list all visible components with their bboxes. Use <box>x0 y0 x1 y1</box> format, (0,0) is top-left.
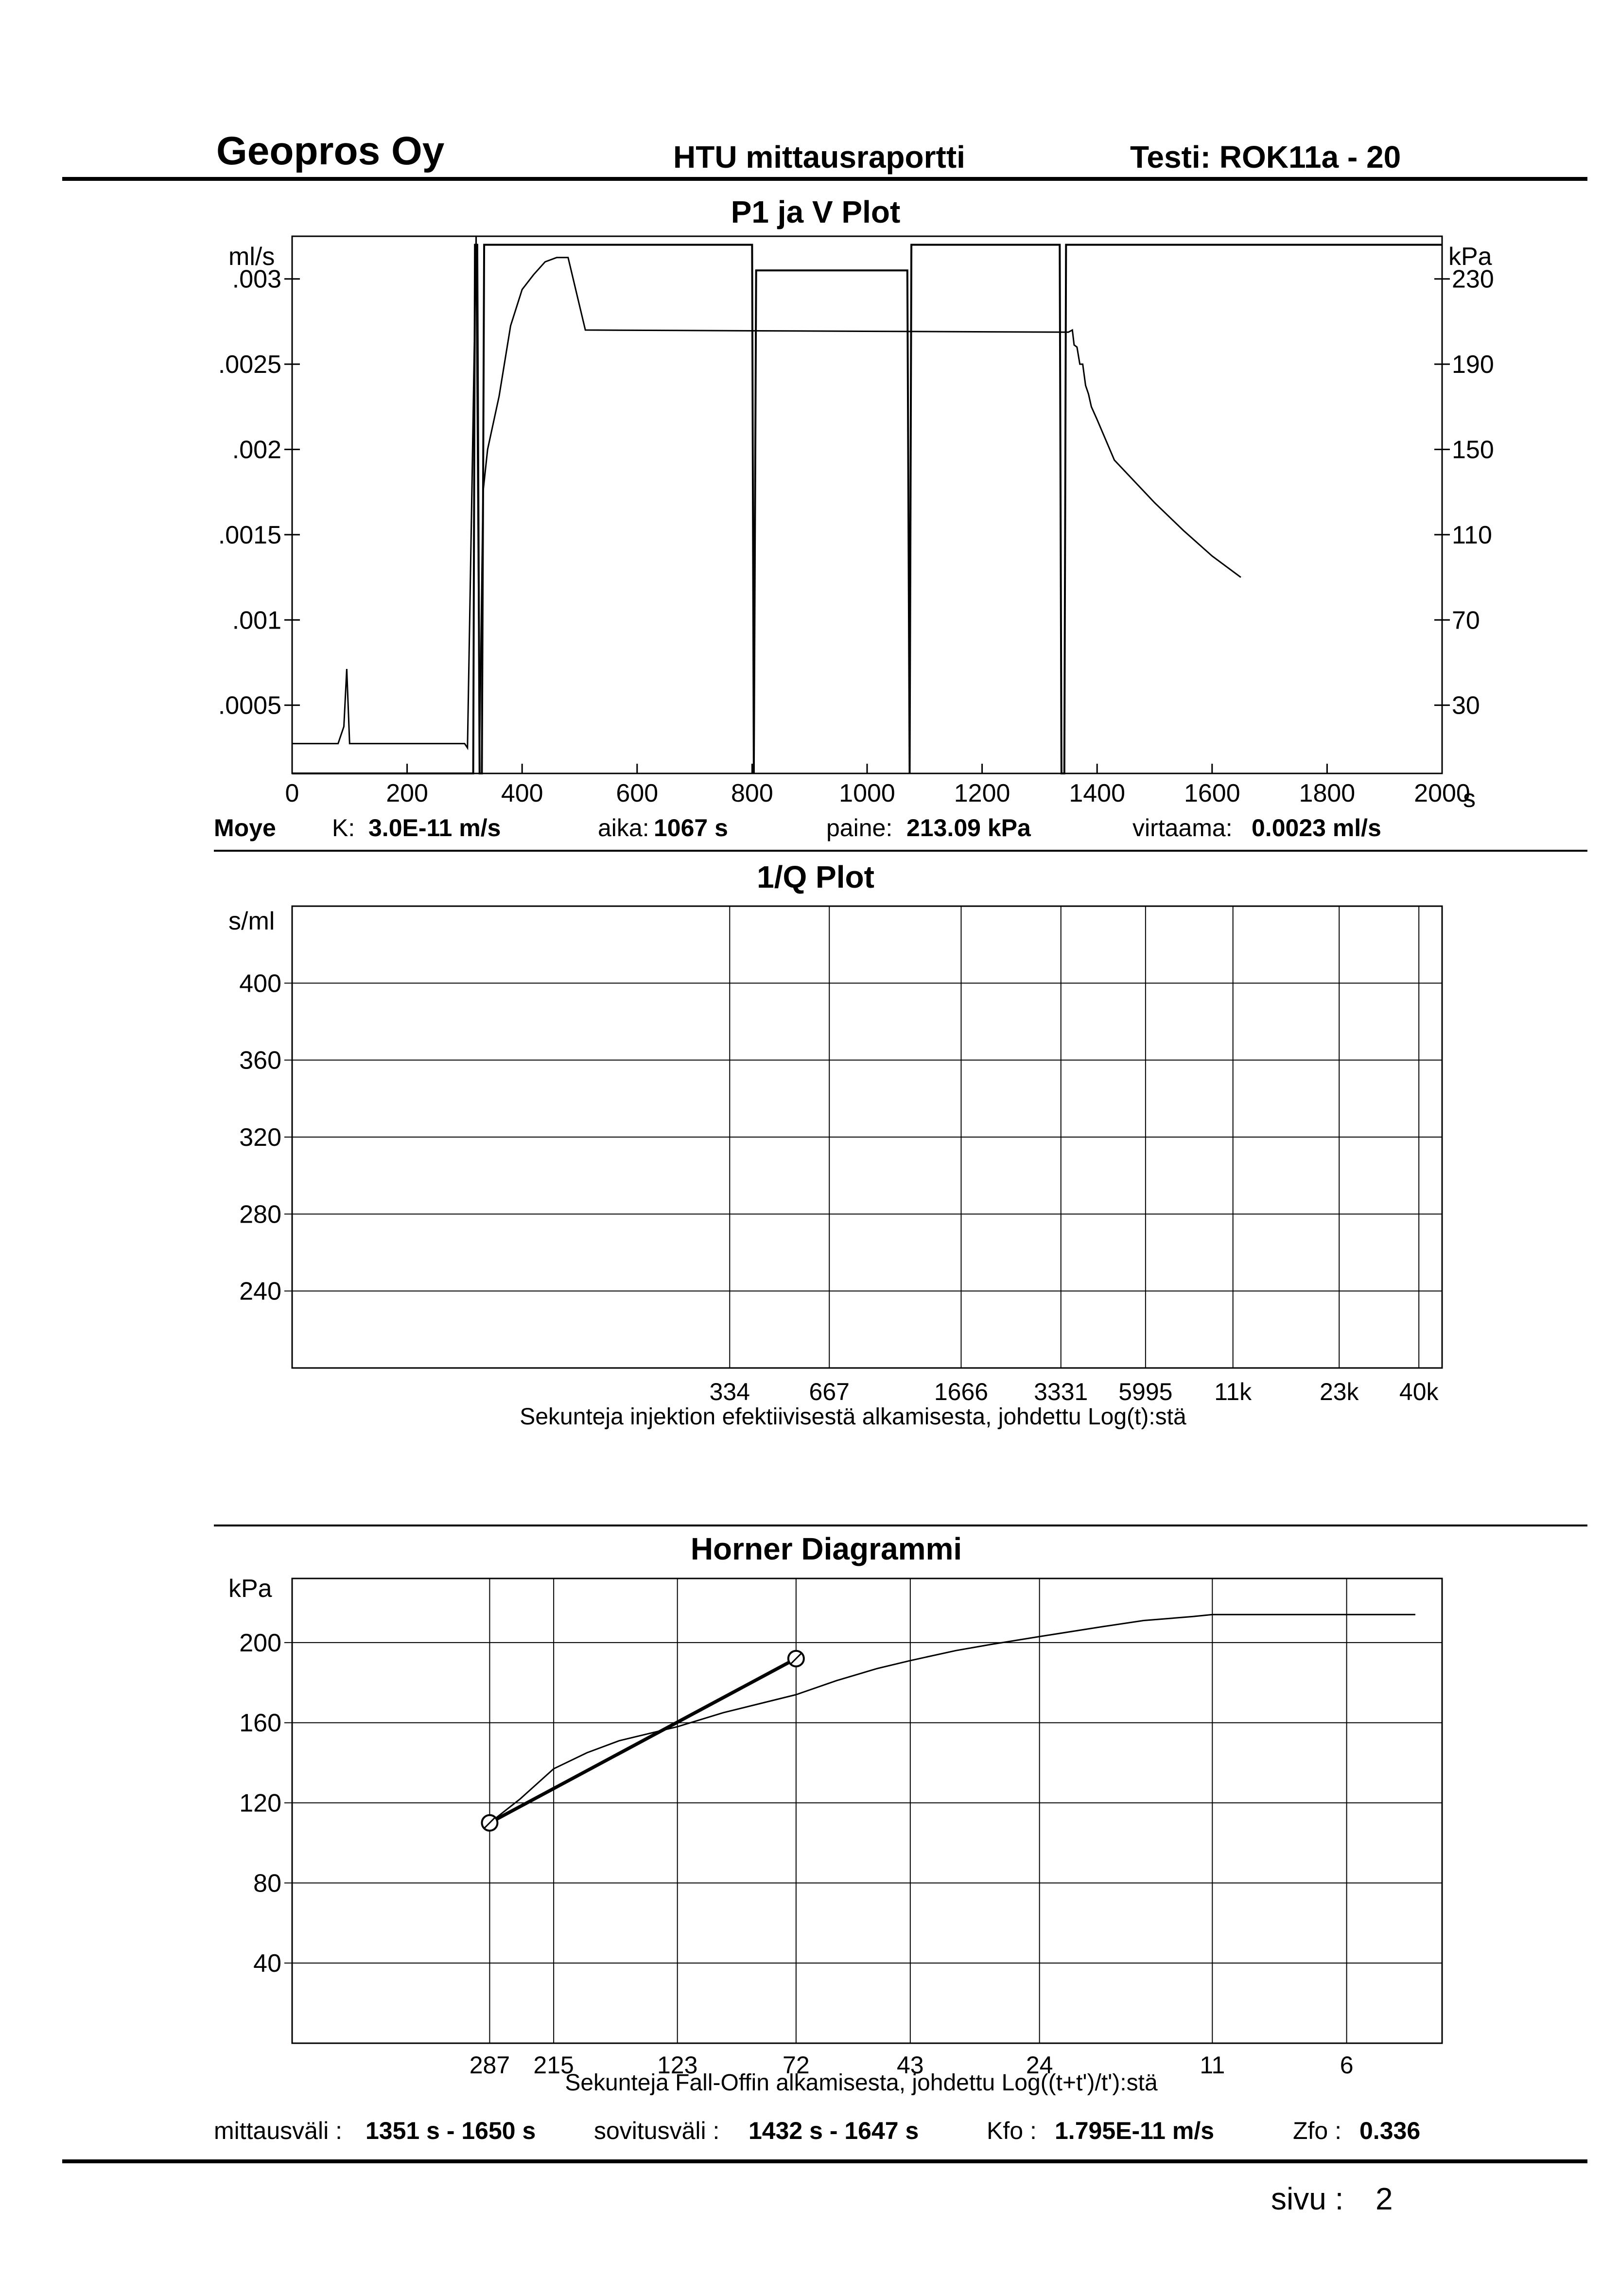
test-id: Testi: ROK11a - 20 <box>1130 140 1401 175</box>
invq-y-tick-label: 360 <box>239 1047 281 1075</box>
p1v-y-left-tick-label: .0005 <box>218 692 281 720</box>
invq-y-tick-label: 280 <box>239 1200 281 1228</box>
stats-paine-value: 213.09 kPa <box>906 814 1031 841</box>
horner-x-tick-label: 6 <box>1340 2051 1354 2079</box>
stats-k-value: 3.0E-11 m/s <box>368 814 501 841</box>
p1v-x-tick-label: 1600 <box>1184 779 1240 807</box>
invq-y-unit: s/ml <box>228 907 275 935</box>
p1v-x-tick-label: 1800 <box>1299 779 1356 807</box>
stats-aika-value: 1067 s <box>654 814 728 841</box>
horner-y-unit: kPa <box>228 1575 272 1603</box>
report-title: HTU mittausraportti <box>673 140 965 175</box>
horner-fit-endpoint-mark <box>790 1652 802 1665</box>
horner-y-tick-label: 120 <box>239 1789 281 1818</box>
p1v-y-right-tick-label: 110 <box>1452 521 1492 549</box>
stats-method: Moye <box>214 814 276 841</box>
p1v-x-tick-label: 1400 <box>1069 779 1125 807</box>
invq-x-tick-label: 3331 <box>1034 1378 1088 1405</box>
invq-x-tick-label: 667 <box>809 1378 850 1405</box>
p1v-x-tick-label: 2000 <box>1414 779 1470 807</box>
company-name: Geopros Oy <box>216 129 445 173</box>
mittausvali-label: mittausväli : <box>214 2117 342 2144</box>
page-label: sivu : <box>1271 2181 1343 2216</box>
p1v-y-left-tick-label: .001 <box>232 606 281 634</box>
kfo-label: Kfo : <box>987 2117 1037 2144</box>
horner-x-tick-label: 72 <box>783 2051 810 2079</box>
horner-fit-line <box>488 1657 797 1824</box>
p1v-x-unit: s <box>1463 785 1476 813</box>
invq-y-tick-label: 240 <box>239 1278 281 1306</box>
p1v-plot-frame <box>291 235 1443 774</box>
stats-aika-label: aika: <box>598 814 649 841</box>
horner-fit-endpoint-mark <box>484 1817 496 1829</box>
p1v-flow-line <box>292 244 1442 774</box>
p1v-y-right-tick-label: 30 <box>1452 692 1480 720</box>
p1v-x-tick-label: 1200 <box>954 779 1010 807</box>
horner-x-tick-label: 287 <box>470 2051 510 2079</box>
p1v-x-tick-label: 200 <box>386 779 428 807</box>
horner-x-tick-label: 11 <box>1200 2051 1225 2079</box>
p1v-x-tick-label: 1000 <box>839 779 895 807</box>
p1v-y-left-tick-label: .0015 <box>218 521 281 549</box>
page-number: 2 <box>1376 2181 1393 2216</box>
horner-x-tick-label: 215 <box>533 2051 574 2079</box>
p1v-y-right-tick-label: 70 <box>1452 606 1480 634</box>
p1v-pressure-line <box>292 236 1241 751</box>
p1v-y-right-tick-label: 150 <box>1452 436 1494 464</box>
p1v-x-tick-label: 400 <box>501 779 543 807</box>
invq-x-tick-label: 5995 <box>1118 1378 1172 1405</box>
invq-x-tick-label: 11k <box>1214 1378 1252 1405</box>
p1v-x-tick-label: 800 <box>731 779 773 807</box>
p1v-y-left-tick-label: .002 <box>232 436 281 464</box>
horner-y-tick-label: 200 <box>239 1629 281 1657</box>
horner-title: Horner Diagrammi <box>691 1531 962 1566</box>
horner-measured-line <box>489 1613 1415 1823</box>
header-rule <box>62 177 1587 181</box>
kfo-value: 1.795E-11 m/s <box>1055 2117 1214 2144</box>
stats-virtaama-value: 0.0023 ml/s <box>1252 814 1381 841</box>
mittausvali-value: 1351 s - 1650 s <box>366 2117 536 2144</box>
horner-y-tick-label: 80 <box>253 1869 281 1897</box>
p1v-y-right-tick-label: 230 <box>1452 265 1494 294</box>
stats-rule <box>214 850 1587 852</box>
p1v-x-tick-label: 600 <box>616 779 658 807</box>
stats-paine-label: paine: <box>826 814 892 841</box>
invq-y-tick-label: 400 <box>239 969 281 998</box>
sovitusvali-value: 1432 s - 1647 s <box>749 2117 919 2144</box>
invq-title: 1/Q Plot <box>757 859 874 894</box>
sovitusvali-label: sovitusväli : <box>594 2117 719 2144</box>
horner-x-tick-label: 24 <box>1026 2051 1053 2079</box>
horner-x-label: Sekunteja Fall-Offin alkamisesta, johdet… <box>565 2070 1158 2096</box>
horner-plot-frame <box>291 1577 1443 2044</box>
zfo-label: Zfo : <box>1293 2117 1341 2144</box>
p1v-x-tick-label: 0 <box>285 779 299 807</box>
p1v-y-left-tick-label: .0025 <box>218 351 281 379</box>
horner-y-tick-label: 40 <box>253 1949 281 1978</box>
invq-x-tick-label: 334 <box>710 1378 750 1405</box>
stats-k-label: K: <box>332 814 355 841</box>
p1v-title: P1 ja V Plot <box>731 194 901 229</box>
invq-x-tick-label: 1666 <box>934 1378 988 1405</box>
zfo-value: 0.336 <box>1359 2117 1420 2144</box>
p1v-y-left-unit: ml/s <box>228 243 275 271</box>
horner-x-tick-label: 123 <box>657 2051 697 2079</box>
stats-virtaama-label: virtaama: <box>1132 814 1233 841</box>
horner-top-rule <box>214 1525 1587 1526</box>
invq-x-tick-label: 23k <box>1320 1378 1359 1405</box>
horner-y-tick-label: 160 <box>239 1709 281 1737</box>
invq-y-tick-label: 320 <box>239 1123 281 1152</box>
p1v-y-left-tick-label: .003 <box>232 265 281 294</box>
horner-x-tick-label: 43 <box>897 2051 924 2079</box>
p1v-y-right-unit: kPa <box>1448 243 1492 271</box>
p1v-y-right-tick-label: 190 <box>1452 351 1494 379</box>
footer-rule <box>62 2159 1587 2163</box>
invq-x-tick-label: 40k <box>1399 1378 1439 1405</box>
invq-x-label: Sekunteja injektion efektiivisestä alkam… <box>520 1404 1186 1430</box>
